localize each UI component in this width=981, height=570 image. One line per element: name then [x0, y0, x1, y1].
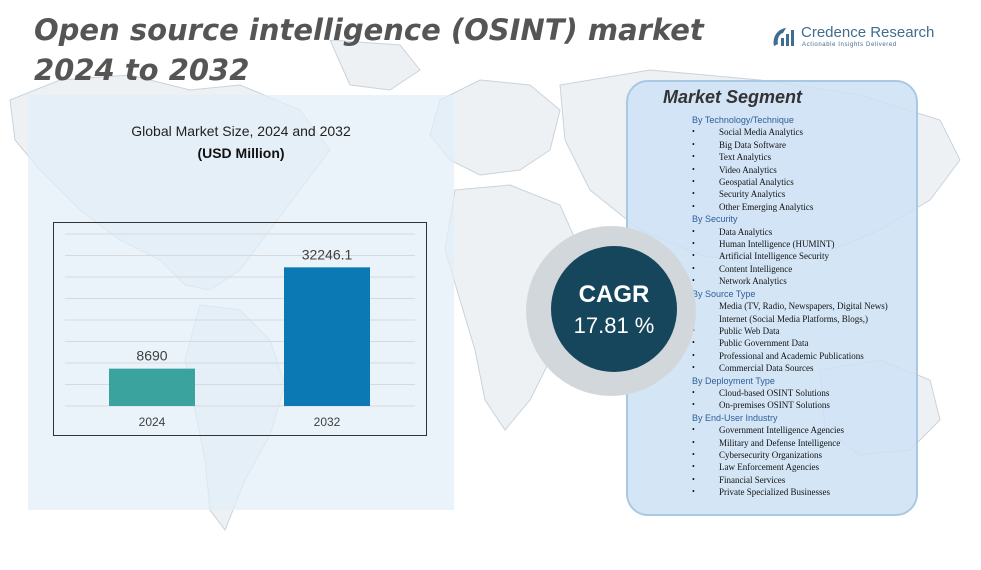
cagr-value: 17.81 %	[573, 313, 655, 338]
credence-research-logo: Credence Research Actionable Insights De…	[771, 24, 941, 54]
segment-item: Video Analytics	[692, 164, 917, 177]
segment-heading: By Security	[692, 214, 738, 225]
category-labels: 2024 2032	[139, 415, 341, 429]
segment-item: Financial Services	[692, 474, 917, 487]
segment-item: Social Media Analytics	[692, 126, 917, 139]
cagr-label: CAGR	[578, 281, 650, 308]
chart-title: Global Market Size, 2024 and 2032	[131, 123, 351, 139]
segment-item: Network Analytics	[692, 275, 917, 288]
segment-item: Human Intelligence (HUMINT)	[692, 238, 917, 251]
segment-heading: By Source Type	[692, 288, 756, 299]
segment-item: Government Intelligence Agencies	[692, 424, 917, 437]
segment-item: Media (TV, Radio, Newspapers, Digital Ne…	[692, 300, 917, 313]
chart-subtitle: (USD Million)	[197, 145, 285, 161]
market-segment-list: By Technology/TechniqueSocial Media Anal…	[692, 114, 917, 499]
value-label-2024: 8690	[136, 348, 167, 364]
title-line-2: 2024 to 2032	[34, 53, 250, 87]
segment-item: Internet (Social Media Platforms, Blogs,…	[692, 313, 917, 326]
segment-item: Geospatial Analytics	[692, 176, 917, 189]
segment-item: Big Data Software	[692, 139, 917, 152]
segment-item: Other Emerging Analytics	[692, 201, 917, 214]
segment-item: Cybersecurity Organizations	[692, 449, 917, 462]
page-title: Open source intelligence (OSINT) market …	[34, 10, 704, 90]
value-labels: 8690 32246.1	[136, 246, 352, 363]
segment-item: Data Analytics	[692, 226, 917, 239]
segment-item: Artificial Intelligence Security	[692, 250, 917, 263]
segment-item: Public Government Data	[692, 337, 917, 350]
market-segment-title: Market Segment	[663, 87, 803, 107]
segment-item: Cloud-based OSINT Solutions	[692, 387, 917, 400]
segment-item: Public Web Data	[692, 325, 917, 338]
segment-item: Professional and Academic Publications	[692, 350, 917, 363]
segment-heading: By Technology/Technique	[692, 115, 794, 125]
bars	[109, 267, 370, 406]
segment-item: Private Specialized Businesses	[692, 486, 917, 499]
segment-heading: By Deployment Type	[692, 375, 775, 386]
chart-plot-area	[53, 222, 427, 436]
segment-item: Content Intelligence	[692, 263, 917, 276]
bar-2032	[284, 267, 370, 406]
segment-item: Text Analytics	[692, 151, 917, 164]
chart-panel	[28, 95, 454, 510]
segment-heading: By End-User Industry	[692, 412, 778, 423]
segment-item: Military and Defense Intelligence	[692, 437, 917, 450]
cagr-badge	[551, 246, 677, 372]
value-label-2032: 32246.1	[302, 246, 353, 262]
logo-tagline: Actionable Insights Delivered	[802, 42, 897, 48]
segment-item: On-premises OSINT Solutions	[692, 399, 917, 412]
logo-name: Credence Research	[801, 24, 935, 41]
logo-mark-icon	[773, 28, 794, 46]
category-label-2024: 2024	[139, 415, 166, 429]
segment-item: Law Enforcement Agencies	[692, 461, 917, 474]
segment-item: Security Analytics	[692, 188, 917, 201]
category-label-2032: 2032	[314, 415, 341, 429]
bar-chart: 8690 32246.1 2024 2032	[53, 222, 427, 436]
segment-item: Commercial Data Sources	[692, 362, 917, 375]
title-line-1: Open source intelligence (OSINT) market	[34, 13, 704, 47]
bar-2024	[109, 368, 195, 406]
